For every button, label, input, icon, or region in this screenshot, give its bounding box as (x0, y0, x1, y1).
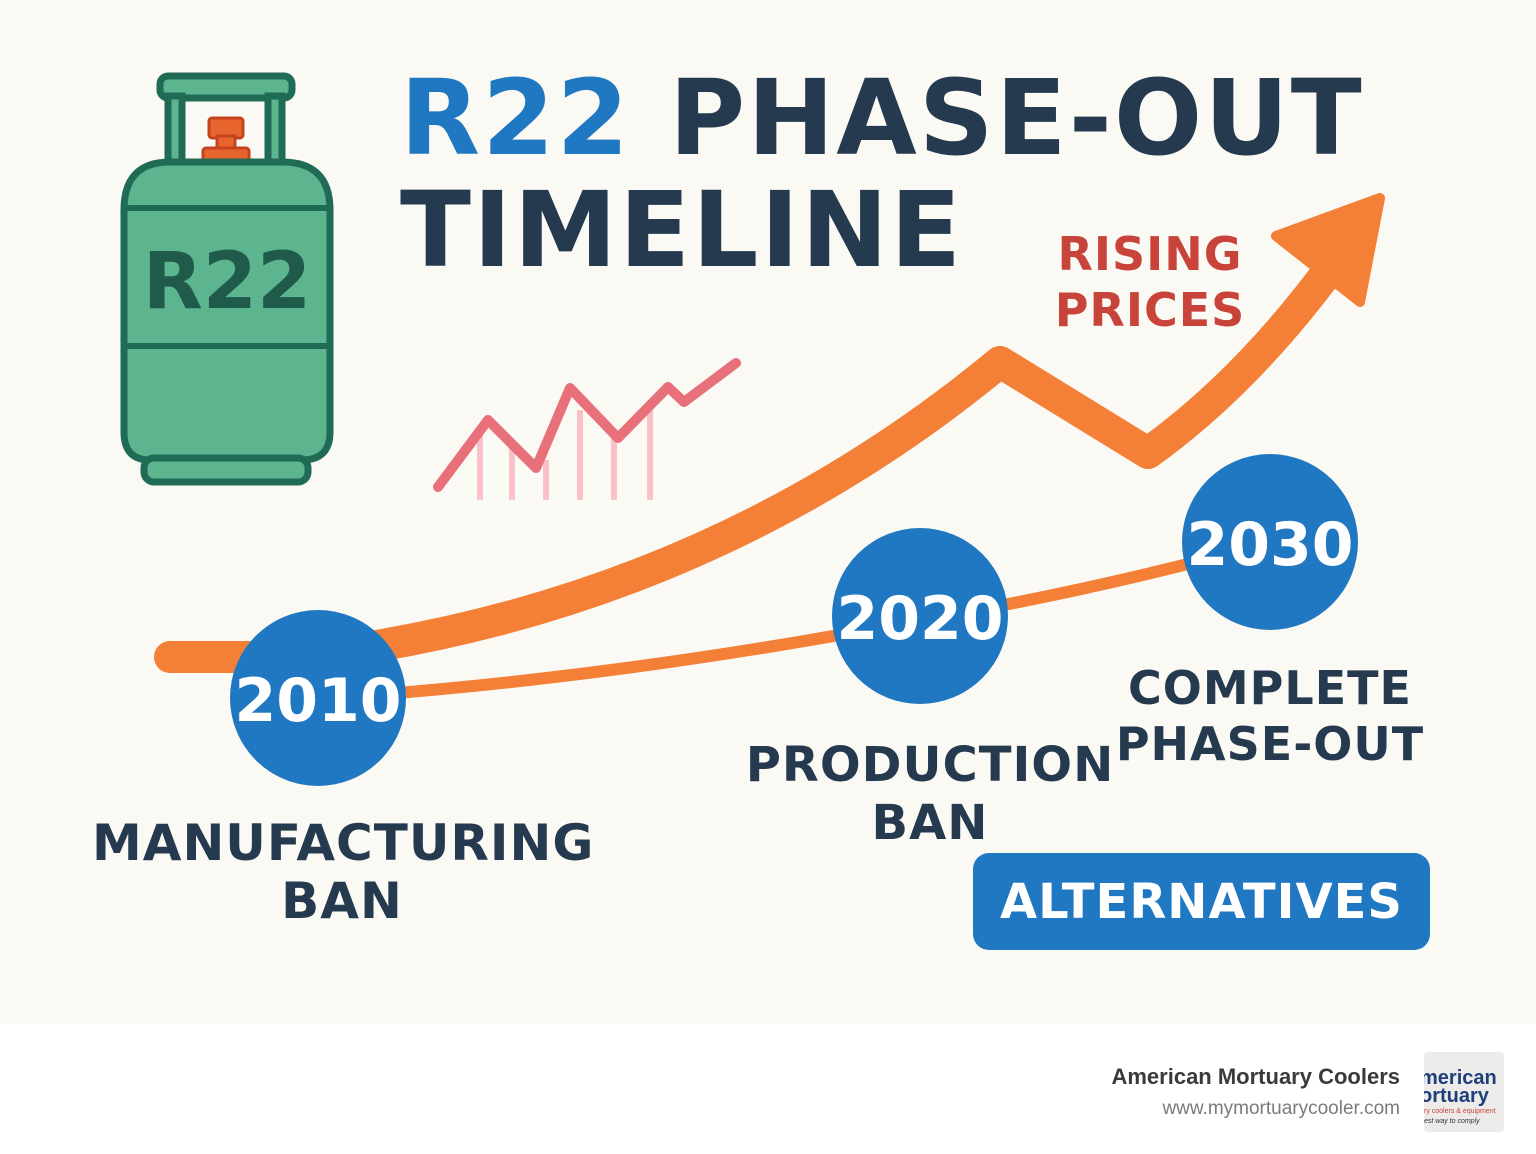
footer (0, 1024, 1536, 1154)
logo-text-line1: merican (1424, 1067, 1497, 1089)
logo-text-line2: ortuary (1424, 1085, 1489, 1107)
milestone-label-2020: PRODUCTION BAN (740, 736, 1120, 852)
logo-text-line3: ry coolers & equipment (1424, 1108, 1496, 1115)
title-line2: TIMELINE (400, 169, 964, 291)
company-url[interactable]: www.mymortuarycooler.com (1162, 1098, 1400, 1119)
company-logo: merican ortuary ry coolers & equipment e… (1424, 1052, 1504, 1132)
milestone-2010-line1: MANUFACTURING (92, 814, 595, 872)
stock-chart-icon (433, 358, 741, 500)
logo-text-line4: est way to comply (1424, 1118, 1480, 1125)
milestone-2030-line2: PHASE-OUT (1115, 717, 1425, 771)
milestone-label-2010: MANUFACTURING BAN (92, 814, 595, 930)
page-title: R22 PHASE-OUT TIMELINE (400, 62, 1364, 286)
cylinder-label: R22 (143, 237, 312, 327)
milestone-label-2030: COMPLETE PHASE-OUT (1100, 660, 1440, 772)
rising-price-arrow-icon (154, 193, 1385, 673)
milestone-year-2010: 2010 (235, 666, 402, 736)
r22-cylinder-icon: R22 (120, 72, 334, 486)
company-name: American Mortuary Coolers (1111, 1064, 1400, 1089)
milestone-2020-line2: BAN (871, 795, 989, 851)
milestone-2030-line1: COMPLETE (1128, 661, 1412, 715)
title-accent: R22 (400, 57, 631, 179)
title-line1-rest: PHASE-OUT (669, 57, 1364, 179)
infographic-poster: R22 2010 2020 2030 R22 PHASE-OUT T (0, 0, 1536, 1024)
diagram-graphics: R22 2010 2020 2030 (120, 72, 1385, 786)
rising-prices-label: RISING PRICES (1030, 226, 1270, 338)
milestone-2020-line1: PRODUCTION (745, 737, 1115, 793)
milestone-circle-2030 (1182, 454, 1358, 630)
rising-prices-line2: PRICES (1054, 283, 1246, 337)
milestone-circle-2020 (832, 528, 1008, 704)
alternatives-button[interactable]: ALTERNATIVES (973, 853, 1430, 950)
milestone-2010-line2: BAN (281, 872, 403, 930)
milestone-circle-2010 (230, 610, 406, 786)
rising-prices-line1: RISING (1057, 227, 1243, 281)
milestone-year-2030: 2030 (1187, 510, 1354, 580)
milestone-year-2020: 2020 (837, 584, 1004, 654)
